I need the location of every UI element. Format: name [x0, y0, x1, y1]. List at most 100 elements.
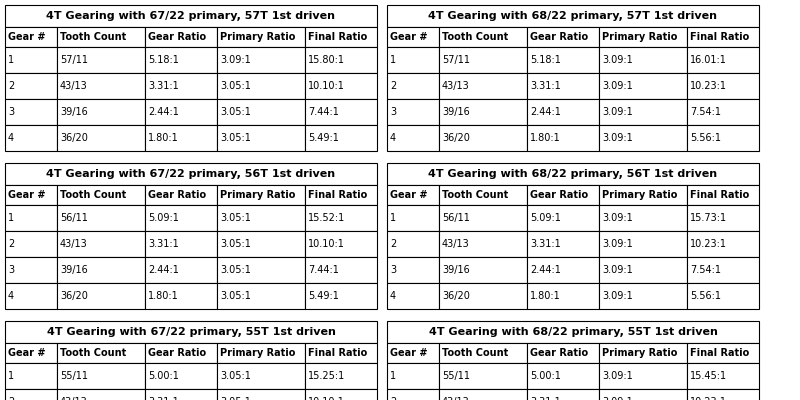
Text: Final Ratio: Final Ratio	[308, 32, 367, 42]
Text: 10.10:1: 10.10:1	[308, 81, 345, 91]
Text: Primary Ratio: Primary Ratio	[602, 348, 678, 358]
Bar	[305, 73, 377, 99]
Text: 43/13: 43/13	[442, 397, 470, 400]
Bar	[439, 343, 527, 363]
Bar	[217, 363, 305, 389]
Bar	[527, 99, 599, 125]
Text: Gear Ratio: Gear Ratio	[148, 32, 206, 42]
Text: 55/11: 55/11	[60, 371, 88, 381]
Bar	[599, 125, 687, 151]
Text: Final Ratio: Final Ratio	[690, 32, 750, 42]
Text: 3.05:1: 3.05:1	[220, 107, 251, 117]
Bar	[5, 125, 57, 151]
Text: 1: 1	[8, 371, 14, 381]
Text: 10.10:1: 10.10:1	[308, 397, 345, 400]
Text: 5.09:1: 5.09:1	[148, 213, 179, 223]
Text: 43/13: 43/13	[442, 81, 470, 91]
Text: 4T Gearing with 68/22 primary, 55T 1st driven: 4T Gearing with 68/22 primary, 55T 1st d…	[429, 327, 718, 337]
Bar	[599, 205, 687, 231]
Text: Final Ratio: Final Ratio	[308, 190, 367, 200]
Text: 4T Gearing with 67/22 primary, 57T 1st driven: 4T Gearing with 67/22 primary, 57T 1st d…	[46, 11, 335, 21]
Bar	[439, 283, 527, 309]
Bar	[687, 363, 759, 389]
Bar	[439, 363, 527, 389]
Text: Gear #: Gear #	[8, 348, 46, 358]
Bar	[145, 363, 217, 389]
Bar	[57, 185, 145, 205]
Text: 3.09:1: 3.09:1	[602, 371, 633, 381]
Text: 39/16: 39/16	[442, 107, 470, 117]
Bar	[687, 205, 759, 231]
Text: Primary Ratio: Primary Ratio	[602, 190, 678, 200]
Text: 3.31:1: 3.31:1	[148, 81, 178, 91]
Text: 1: 1	[390, 213, 396, 223]
Bar	[305, 389, 377, 400]
Text: 3.05:1: 3.05:1	[220, 265, 251, 275]
Text: 1: 1	[8, 213, 14, 223]
Bar	[527, 185, 599, 205]
Text: 2: 2	[8, 397, 14, 400]
Text: 3.09:1: 3.09:1	[602, 55, 633, 65]
Text: 3.05:1: 3.05:1	[220, 397, 251, 400]
Bar	[527, 205, 599, 231]
Text: 4: 4	[8, 291, 14, 301]
Text: Tooth Count: Tooth Count	[442, 32, 508, 42]
Text: 3.05:1: 3.05:1	[220, 371, 251, 381]
Text: 1: 1	[390, 371, 396, 381]
Bar	[527, 283, 599, 309]
Bar	[305, 99, 377, 125]
Bar	[5, 47, 57, 73]
Bar	[599, 47, 687, 73]
Text: Primary Ratio: Primary Ratio	[602, 32, 678, 42]
Bar	[439, 27, 527, 47]
Bar	[687, 99, 759, 125]
Text: 57/11: 57/11	[60, 55, 88, 65]
Text: 4T Gearing with 67/22 primary, 55T 1st driven: 4T Gearing with 67/22 primary, 55T 1st d…	[46, 327, 335, 337]
Bar	[145, 185, 217, 205]
Text: 57/11: 57/11	[442, 55, 470, 65]
Bar	[145, 47, 217, 73]
Bar	[687, 47, 759, 73]
Bar	[217, 47, 305, 73]
Text: 5.18:1: 5.18:1	[148, 55, 179, 65]
Bar	[145, 283, 217, 309]
Bar	[387, 389, 439, 400]
Bar	[5, 231, 57, 257]
Bar	[439, 73, 527, 99]
Text: 43/13: 43/13	[60, 397, 88, 400]
Bar	[687, 389, 759, 400]
Bar	[527, 363, 599, 389]
Bar	[305, 125, 377, 151]
Text: Gear Ratio: Gear Ratio	[530, 190, 588, 200]
Bar	[387, 47, 439, 73]
Text: 3.09:1: 3.09:1	[602, 397, 633, 400]
Bar	[439, 185, 527, 205]
Bar	[5, 163, 377, 185]
Bar	[599, 363, 687, 389]
Text: 36/20: 36/20	[60, 133, 88, 143]
Text: 55/11: 55/11	[442, 371, 470, 381]
Text: 5.56:1: 5.56:1	[690, 133, 721, 143]
Text: Gear Ratio: Gear Ratio	[148, 348, 206, 358]
Bar	[687, 257, 759, 283]
Text: 3.31:1: 3.31:1	[530, 239, 561, 249]
Bar	[305, 343, 377, 363]
Text: 3.31:1: 3.31:1	[530, 81, 561, 91]
Text: 3: 3	[8, 265, 14, 275]
Bar	[387, 231, 439, 257]
Text: 5.18:1: 5.18:1	[530, 55, 561, 65]
Text: 3.05:1: 3.05:1	[220, 213, 251, 223]
Bar	[439, 231, 527, 257]
Text: 3.09:1: 3.09:1	[602, 107, 633, 117]
Text: 3.09:1: 3.09:1	[602, 265, 633, 275]
Text: 4T Gearing with 68/22 primary, 56T 1st driven: 4T Gearing with 68/22 primary, 56T 1st d…	[429, 169, 718, 179]
Text: 2.44:1: 2.44:1	[148, 265, 179, 275]
Bar	[5, 27, 57, 47]
Text: 1.80:1: 1.80:1	[530, 133, 561, 143]
Bar	[5, 257, 57, 283]
Bar	[5, 389, 57, 400]
Bar	[5, 99, 57, 125]
Bar	[687, 185, 759, 205]
Bar	[145, 99, 217, 125]
Bar	[599, 231, 687, 257]
